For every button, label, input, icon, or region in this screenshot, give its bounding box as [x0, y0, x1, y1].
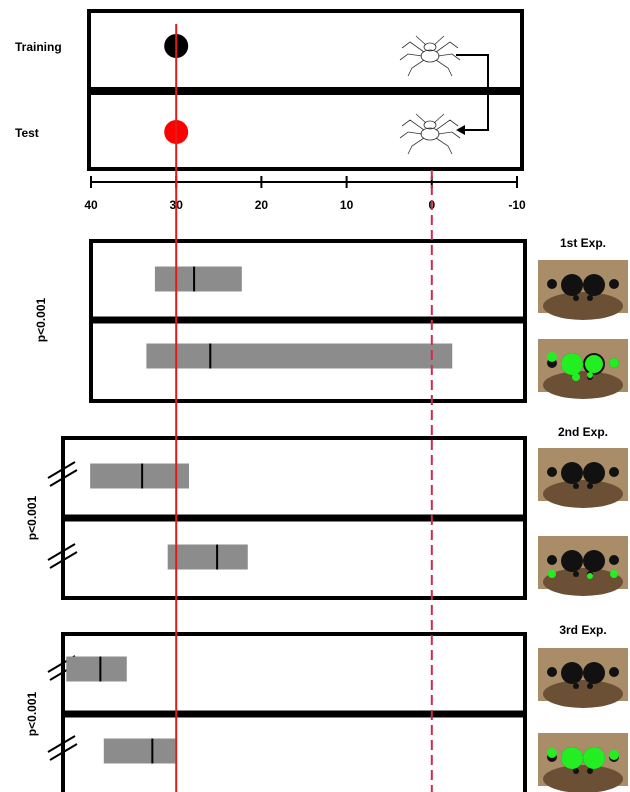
x-tick-label: 40	[84, 198, 98, 212]
range-bar	[155, 267, 242, 292]
experiment-label: 1st Exp.	[560, 236, 606, 250]
condition-label: Test	[15, 126, 39, 140]
top-panel	[89, 11, 522, 169]
range-bar	[146, 344, 452, 369]
eye-images	[538, 260, 628, 792]
p-value: p<0.001	[25, 691, 39, 736]
range-bar	[168, 545, 248, 570]
x-tick-label: 20	[255, 198, 269, 212]
figure: TrainingTest403020100-101st Exp.p<0.0012…	[0, 0, 630, 792]
experiment-label: 2nd Exp.	[558, 425, 608, 439]
x-tick-label: -10	[508, 198, 526, 212]
x-tick-label: 10	[340, 198, 354, 212]
experiment-label: 3rd Exp.	[559, 623, 606, 637]
p-value: p<0.001	[34, 297, 48, 342]
experiment-frames	[48, 241, 525, 792]
condition-label: Training	[15, 40, 62, 54]
p-value: p<0.001	[25, 495, 39, 540]
range-bar	[66, 657, 126, 682]
range-bar	[90, 464, 189, 489]
range-bar	[104, 739, 176, 764]
